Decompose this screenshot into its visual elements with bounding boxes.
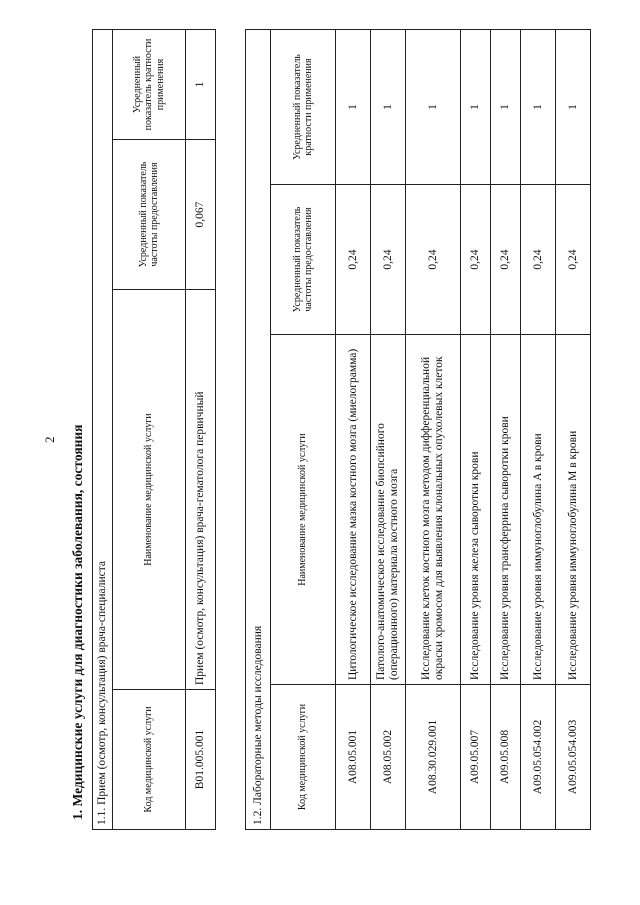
row: Код медицинской услуги Наименование медиц… xyxy=(270,29,336,830)
cell: Цитологическое исследование мазка костно… xyxy=(335,334,371,685)
row: A08.05.001 Цитологическое исследование ма… xyxy=(335,29,371,830)
cell: Патолого-анатомическое исследование биоп… xyxy=(370,334,406,685)
header-cell: Код медицинской услуги xyxy=(112,689,186,830)
cell: A08.05.001 xyxy=(335,684,371,830)
cell: 0,24 xyxy=(405,184,461,335)
cell: 1 xyxy=(460,29,491,185)
cell: Исследование уровня железа сыворотки кро… xyxy=(460,334,491,685)
cell: 1 xyxy=(405,29,461,185)
page-number: 2 xyxy=(42,436,57,444)
row: 1.1. Прием (осмотр, консультация) врача-… xyxy=(92,29,113,830)
header-cell: Наименование медицинской услуги xyxy=(112,289,186,690)
cell: 1 xyxy=(370,29,406,185)
cell: 1 xyxy=(555,29,591,185)
row: B01.005.001 Прием (осмотр, консультация) … xyxy=(185,29,216,830)
cell: A09.05.007 xyxy=(460,684,491,830)
cell: Исследование уровня иммуноглобулина A в … xyxy=(520,334,556,685)
table: 1.2. Лабораторные методы исследования Код… xyxy=(245,29,591,830)
header-cell: Код медицинской услуги xyxy=(270,684,336,830)
cell: 1 xyxy=(185,29,216,140)
row: A08.30.029.001 Исследование клеток костно… xyxy=(405,29,461,830)
header-cell: Усредненный показатель кратности примене… xyxy=(270,29,336,185)
section-title: 1.2. Лабораторные методы исследования xyxy=(245,29,271,830)
cell: Прием (осмотр, консультация) врача-гемат… xyxy=(185,289,216,690)
section-title: 1.1. Прием (осмотр, консультация) врача-… xyxy=(92,29,113,830)
row: 1.2. Лабораторные методы исследования xyxy=(245,29,271,830)
header-cell: Усредненный показатель частоты предостав… xyxy=(270,184,336,335)
row: A09.05.054.003 Исследование уровня иммуно… xyxy=(555,29,591,830)
row: A09.05.054.002 Исследование уровня иммуно… xyxy=(520,29,556,830)
cell: 1 xyxy=(520,29,556,185)
heading: 1. Медицинские услуги для диагностики за… xyxy=(70,424,85,820)
row: A09.05.007 Исследование уровня железа сыв… xyxy=(460,29,491,830)
cell: 0,24 xyxy=(460,184,491,335)
cell: A09.05.054.003 xyxy=(555,684,591,830)
cell: 0,24 xyxy=(490,184,521,335)
cell: A09.05.054.002 xyxy=(520,684,556,830)
row: A08.05.002 Патолого-анатомическое исследо… xyxy=(370,29,406,830)
cell: 1 xyxy=(335,29,371,185)
cell: 0,24 xyxy=(370,184,406,335)
cell: 0,24 xyxy=(335,184,371,335)
cell: A08.30.029.001 xyxy=(405,684,461,830)
header-cell: Усредненный показатель частоты предостав… xyxy=(112,139,186,290)
cell: B01.005.001 xyxy=(185,689,216,830)
cell: 0,24 xyxy=(520,184,556,335)
cell: 1 xyxy=(490,29,521,185)
row: Код медицинской услуги Наименование медиц… xyxy=(112,29,186,830)
cell: Исследование уровня иммуноглобулина M в … xyxy=(555,334,591,685)
cell: A08.05.002 xyxy=(370,684,406,830)
cell: 0,24 xyxy=(555,184,591,335)
cell: 0,067 xyxy=(185,139,216,290)
cell: A09.05.008 xyxy=(490,684,521,830)
header-cell: Наименование медицинской услуги xyxy=(270,334,336,685)
cell: Исследование клеток костного мозга метод… xyxy=(405,334,461,685)
table: 1.1. Прием (осмотр, консультация) врача-… xyxy=(92,29,216,830)
row: A09.05.008 Исследование уровня трансферри… xyxy=(490,29,521,830)
header-cell: Усредненный показатель кратности примене… xyxy=(112,29,186,140)
cell: Исследование уровня трансферрина сыворот… xyxy=(490,334,521,685)
